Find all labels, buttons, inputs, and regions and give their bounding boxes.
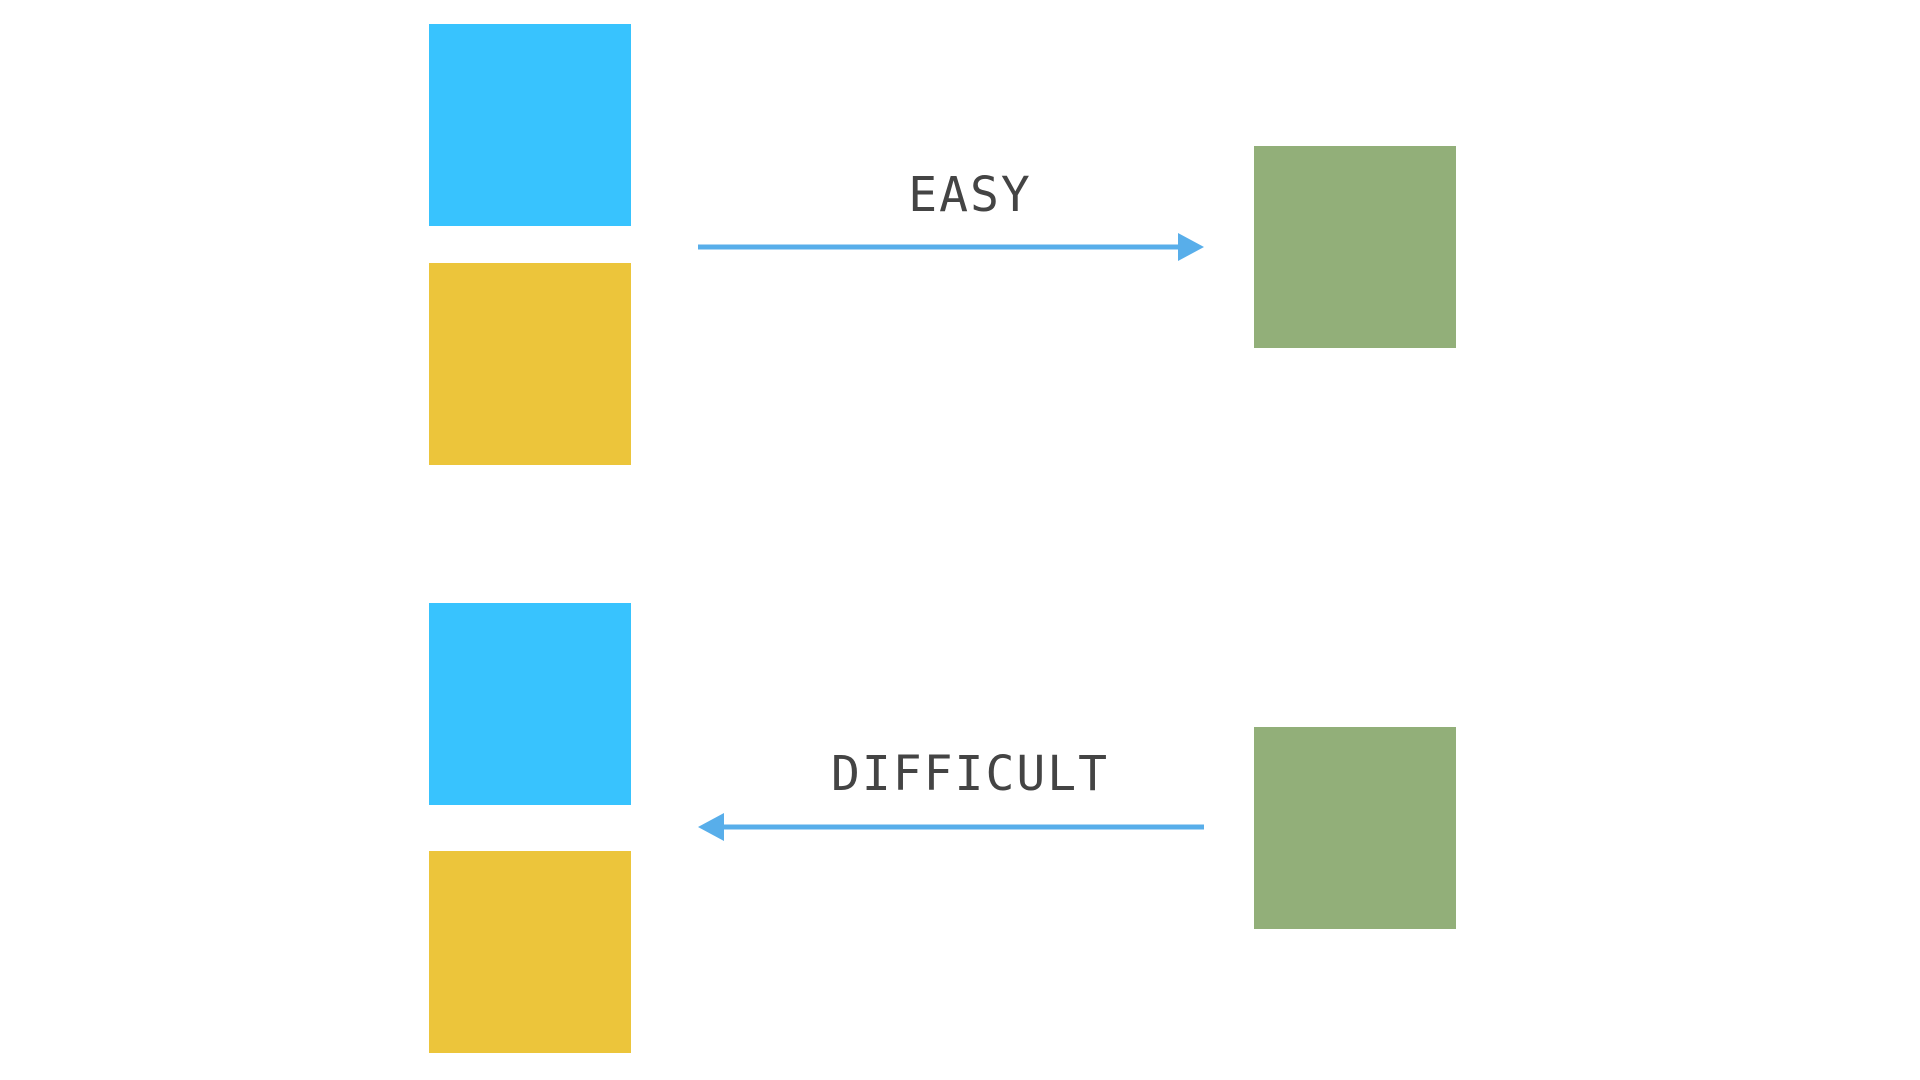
easy-arrowhead (1178, 233, 1204, 261)
easy-arrow (698, 233, 1204, 261)
difficult-arrowhead (698, 813, 724, 841)
bottom-green-square (1254, 727, 1456, 929)
top-blue-square (429, 24, 631, 226)
easy-label: EASY (908, 167, 1032, 223)
difficult-arrow (698, 813, 1204, 841)
difficult-label: DIFFICULT (830, 746, 1110, 802)
top-green-square (1254, 146, 1456, 348)
top-yellow-square (429, 263, 631, 465)
bottom-blue-square (429, 603, 631, 805)
bottom-yellow-square (429, 851, 631, 1053)
